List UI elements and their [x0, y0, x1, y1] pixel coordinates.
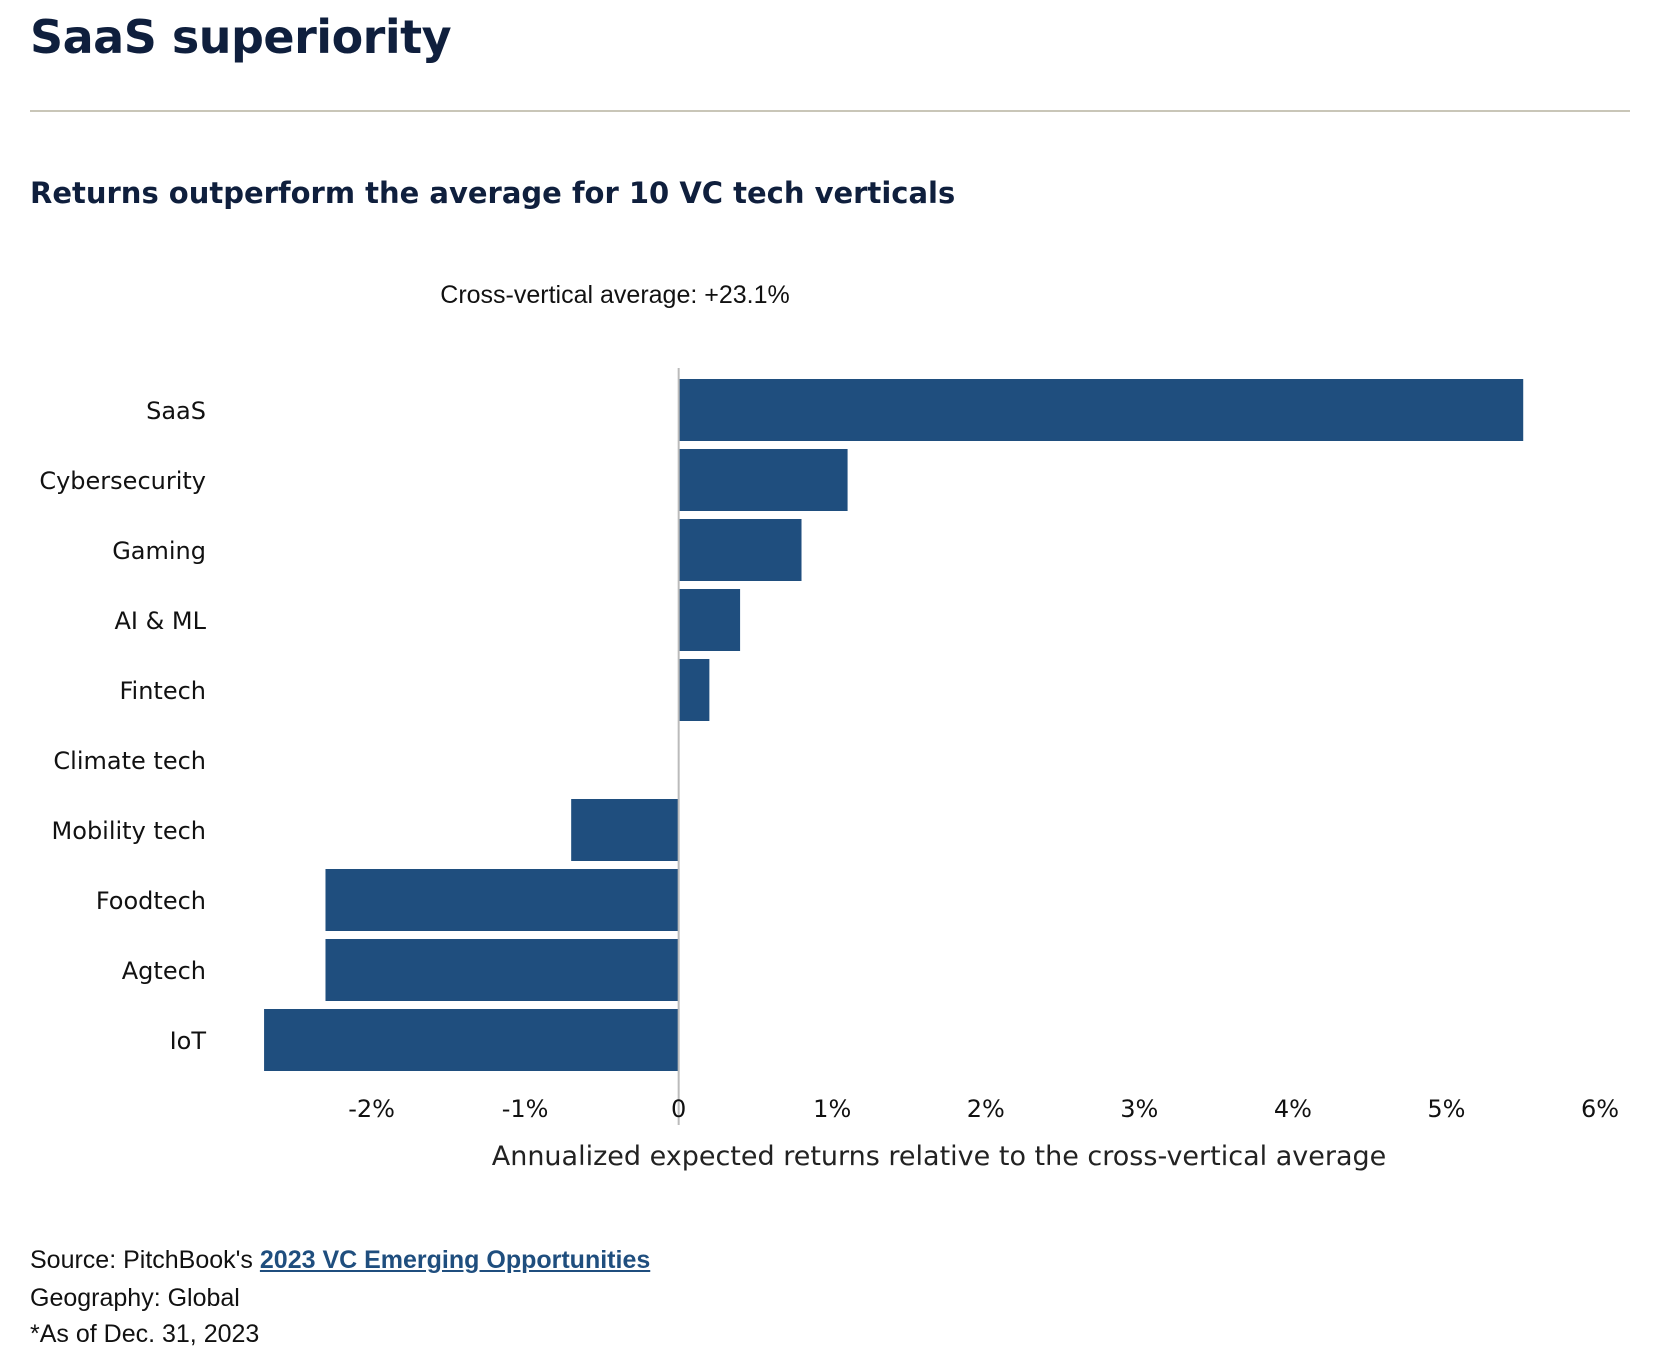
as-of-line: *As of Dec. 31, 2023 — [30, 1320, 260, 1348]
bar-agtech — [325, 939, 679, 1001]
x-tick-label: -1% — [502, 1095, 549, 1123]
x-tick-label: 6% — [1581, 1095, 1619, 1123]
cross-vertical-average-label: Cross-vertical average: +23.1% — [440, 281, 790, 309]
category-label-cybersecurity: Cybersecurity — [39, 467, 206, 495]
category-label-gaming: Gaming — [112, 537, 206, 565]
x-tick-label: 1% — [813, 1095, 851, 1123]
page-title: SaaS superiority — [30, 10, 452, 64]
chart-subtitle: Returns outperform the average for 10 VC… — [30, 176, 956, 210]
category-label-mobility-tech: Mobility tech — [52, 817, 206, 845]
category-label-foodtech: Foodtech — [96, 887, 206, 915]
bar-chart: SaaS Cybersecurity Gaming AI & ML Fintech Cli… — [39, 368, 1619, 1172]
x-tick-label: 2% — [967, 1095, 1005, 1123]
x-tick-label: -2% — [348, 1095, 395, 1123]
source-line: Source: PitchBook's 2023 VC Emerging Opp… — [30, 1246, 650, 1275]
source-link[interactable]: 2023 VC Emerging Opportunities — [259, 1246, 651, 1274]
bar-cybersecurity — [678, 449, 848, 511]
category-label-saas: SaaS — [146, 397, 206, 425]
title-divider — [30, 110, 1630, 112]
x-tick-label: 0 — [671, 1095, 686, 1123]
bar-foodtech — [325, 869, 679, 931]
bar-gaming — [678, 519, 802, 581]
bar-saas — [678, 379, 1524, 441]
bar-mobility-tech — [571, 799, 679, 861]
category-label-fintech: Fintech — [119, 677, 206, 705]
bar-ai-ml — [678, 589, 741, 651]
source-prefix: Source: PitchBook's — [30, 1246, 260, 1274]
category-label-agtech: Agtech — [122, 957, 206, 985]
category-label-ai-ml: AI & ML — [114, 607, 206, 635]
x-tick-label: 4% — [1274, 1095, 1312, 1123]
x-tick-label: 5% — [1427, 1095, 1465, 1123]
geography-line: Geography: Global — [30, 1284, 240, 1312]
category-label-iot: IoT — [170, 1027, 207, 1055]
x-tick-label: 3% — [1120, 1095, 1158, 1123]
bar-fintech — [678, 659, 710, 721]
category-label-climate-tech: Climate tech — [53, 747, 206, 775]
bar-iot — [264, 1009, 679, 1071]
x-axis-label: Annualized expected returns relative to … — [492, 1141, 1387, 1172]
